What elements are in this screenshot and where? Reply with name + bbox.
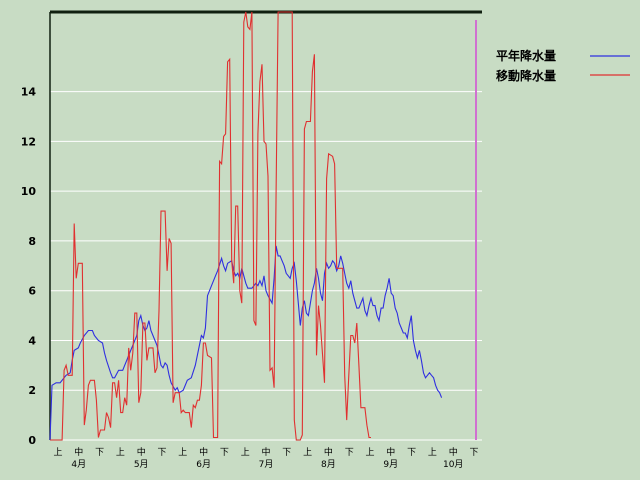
grid-lines (49, 10, 482, 441)
x-period-tick-5: 下 (157, 448, 166, 458)
x-period-tick-17: 下 (407, 448, 416, 458)
x-period-tick-10: 中 (261, 446, 270, 458)
plot-area (49, 11, 477, 441)
x-period-tick-18: 上 (428, 447, 437, 458)
x-period-tick-14: 下 (345, 448, 354, 458)
x-period-tick-6: 上 (178, 447, 187, 458)
legend: 平年降水量 移動降水量 (496, 48, 630, 83)
series-line-1 (50, 11, 371, 441)
y-tick-3: 6 (28, 285, 36, 298)
x-month-tick-2: 6月 (196, 459, 211, 470)
x-month-tick-0: 4月 (71, 459, 86, 470)
x-period-tick-9: 上 (241, 447, 250, 458)
y-tick-4: 8 (28, 235, 36, 248)
y-tick-6: 12 (21, 135, 36, 148)
x-period-tick-4: 中 (137, 446, 146, 458)
y-tick-2: 4 (28, 334, 36, 347)
x-period-tick-19: 中 (449, 446, 458, 458)
x-period-tick-13: 中 (324, 446, 333, 458)
x-tick-labels: 上中下上中下上中下上中下上中下上中下上中下4月 5月 6月 7月 8月 9月 10月 (53, 446, 478, 470)
x-period-tick-16: 中 (386, 446, 395, 458)
x-month-tick-1: 5月 (134, 459, 149, 470)
x-period-tick-11: 下 (282, 448, 291, 458)
x-month-tick-4: 8月 (321, 459, 336, 470)
y-tick-5: 10 (21, 185, 37, 198)
x-period-tick-0: 上 (53, 447, 62, 458)
x-period-tick-20: 下 (469, 448, 478, 458)
y-tick-0: 0 (28, 434, 36, 447)
y-tick-7: 14 (21, 86, 37, 99)
x-month-tick-3: 7月 (259, 459, 274, 470)
legend-label-moving: 移動降水量 (496, 68, 556, 83)
x-period-tick-8: 下 (220, 448, 229, 458)
x-period-tick-2: 下 (95, 448, 104, 458)
x-period-tick-7: 中 (199, 446, 208, 458)
legend-label-normal: 平年降水量 (496, 48, 556, 63)
x-period-tick-15: 上 (365, 447, 374, 458)
x-month-tick-5: 9月 (383, 459, 398, 470)
x-period-tick-3: 上 (116, 447, 125, 458)
y-tick-labels: 0 2 4 6 8 10 12 14 (21, 86, 37, 447)
x-month-tick-6: 10月 (443, 459, 463, 470)
x-period-tick-1: 中 (74, 446, 83, 458)
x-period-tick-12: 上 (303, 447, 312, 458)
y-tick-1: 2 (28, 384, 36, 397)
